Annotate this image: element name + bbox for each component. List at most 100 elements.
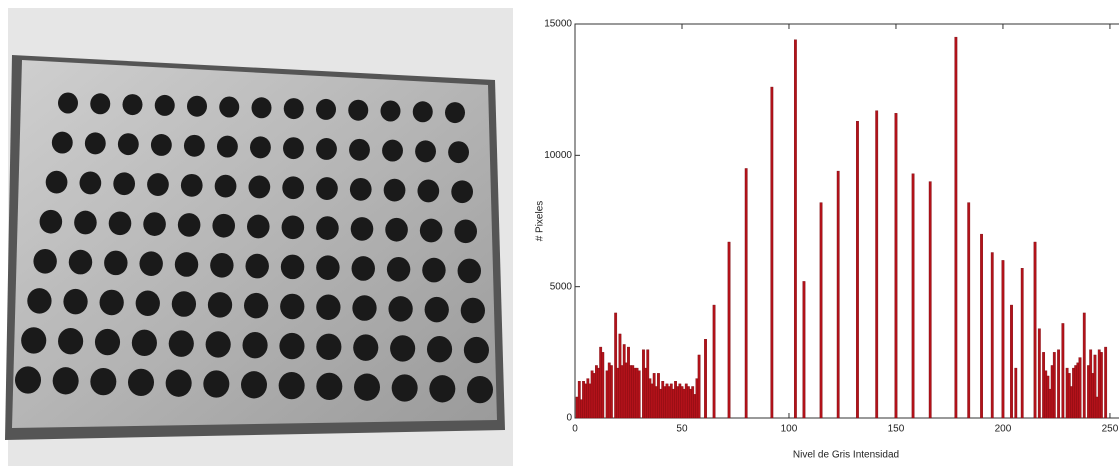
bar: [793, 39, 797, 419]
hole: [249, 136, 271, 159]
hole: [391, 374, 418, 402]
bar: [1020, 268, 1024, 419]
bar: [614, 312, 618, 419]
hole: [219, 96, 240, 118]
hole: [154, 94, 175, 116]
hole: [316, 216, 339, 240]
y-tick-label: 5000: [550, 281, 573, 292]
hole: [104, 250, 128, 276]
hole: [45, 170, 68, 194]
hole: [117, 133, 139, 156]
hole: [316, 138, 337, 160]
hole: [281, 215, 305, 240]
hole: [280, 293, 305, 320]
bar: [1104, 346, 1108, 419]
hole: [280, 254, 305, 280]
hole: [21, 327, 47, 354]
hole: [383, 178, 406, 202]
hole: [52, 367, 79, 395]
hole: [135, 290, 160, 317]
y-axis-label: # Pixeles: [535, 201, 546, 242]
bar: [697, 354, 701, 419]
hole: [128, 368, 154, 397]
hole: [251, 97, 272, 119]
x-tick-label: 100: [781, 424, 798, 435]
bar: [1010, 304, 1013, 419]
hole: [382, 139, 403, 162]
hole: [316, 177, 338, 200]
bar: [1001, 260, 1005, 419]
bar: [637, 370, 641, 419]
hole: [246, 214, 270, 239]
hole: [283, 98, 304, 120]
hole: [210, 252, 234, 278]
bar: [1057, 349, 1060, 419]
x-tick-label: 50: [676, 424, 688, 435]
hole: [316, 255, 340, 280]
hole: [177, 213, 201, 237]
bar: [894, 113, 898, 419]
hole: [353, 334, 379, 361]
bar: [1052, 352, 1056, 419]
bar: [954, 36, 958, 419]
hole: [68, 249, 93, 275]
hole: [241, 371, 267, 399]
hole: [205, 331, 231, 358]
hole: [316, 98, 336, 120]
hole: [463, 336, 489, 364]
hole: [388, 296, 413, 322]
hole: [245, 253, 269, 279]
x-tick-label: 200: [995, 424, 1012, 435]
hole: [216, 135, 238, 158]
hole: [354, 373, 380, 401]
photo: [5, 8, 513, 466]
hole: [39, 209, 63, 234]
bar: [967, 202, 971, 419]
hole: [214, 174, 237, 198]
hole: [143, 212, 166, 236]
bar: [704, 339, 707, 419]
hole: [385, 217, 408, 242]
hole: [113, 172, 136, 196]
x-tick-label: 0: [572, 424, 578, 435]
hole: [448, 141, 470, 164]
y-tick-label: 15000: [544, 19, 572, 30]
hole: [244, 292, 269, 319]
hole: [422, 257, 446, 283]
hole: [74, 210, 97, 235]
hole: [165, 369, 192, 397]
hole: [380, 100, 401, 122]
hole: [33, 248, 57, 274]
hole: [79, 171, 102, 195]
bar: [1037, 328, 1041, 419]
hole: [350, 217, 374, 241]
bar: [928, 181, 932, 419]
holes: [15, 92, 493, 404]
hole: [283, 137, 304, 160]
bar: [712, 304, 716, 419]
hole: [131, 329, 157, 357]
hole: [99, 289, 124, 316]
bar: [1033, 241, 1037, 419]
bar: [802, 281, 806, 419]
hole: [15, 366, 41, 394]
hole: [183, 134, 205, 157]
hole: [451, 180, 473, 204]
hole: [63, 288, 88, 315]
hole: [349, 177, 372, 201]
hole: [212, 213, 235, 238]
hole: [457, 258, 481, 284]
y-tick-label: 0: [566, 413, 572, 424]
bar: [744, 168, 748, 419]
bar: [601, 352, 605, 419]
hole: [351, 256, 375, 281]
bar: [990, 252, 994, 419]
bar: [1093, 354, 1097, 419]
bar: [980, 233, 983, 419]
bar: [609, 365, 613, 419]
bar: [911, 173, 915, 419]
bar: [856, 120, 859, 419]
hole: [424, 296, 449, 323]
bar: [819, 202, 823, 419]
